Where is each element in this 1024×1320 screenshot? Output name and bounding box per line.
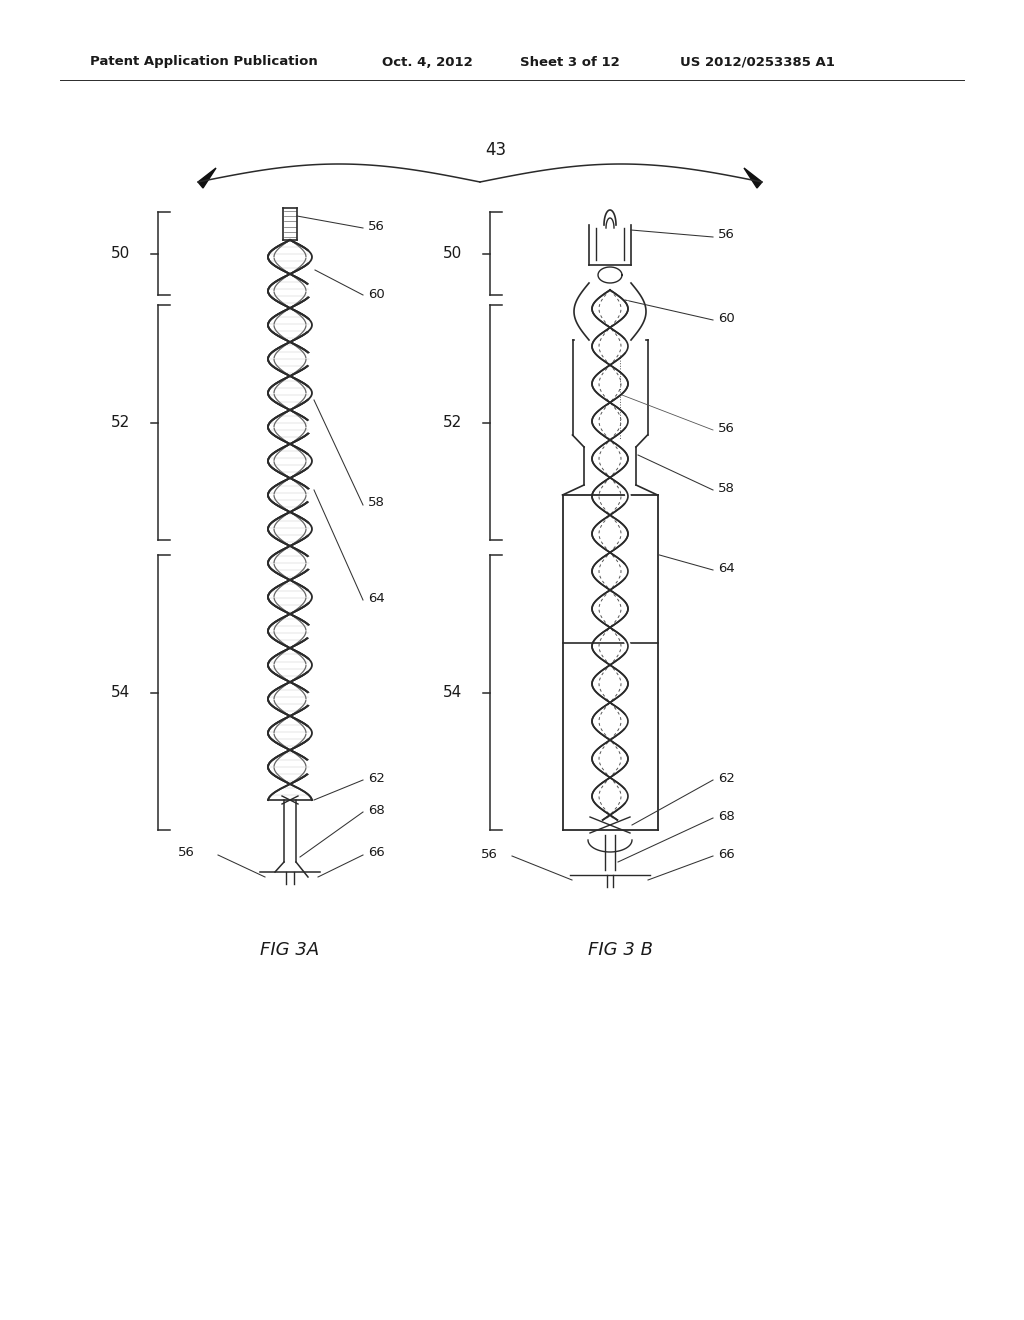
Text: 58: 58	[718, 482, 735, 495]
Text: 56: 56	[178, 846, 195, 859]
Text: 60: 60	[718, 312, 735, 325]
Text: 58: 58	[368, 496, 385, 510]
Text: Patent Application Publication: Patent Application Publication	[90, 55, 317, 69]
Text: FIG 3 B: FIG 3 B	[588, 941, 652, 960]
Text: 66: 66	[368, 846, 385, 859]
Text: Oct. 4, 2012: Oct. 4, 2012	[382, 55, 473, 69]
Text: 52: 52	[442, 414, 462, 430]
Text: 56: 56	[368, 219, 385, 232]
Text: 50: 50	[442, 246, 462, 261]
Text: FIG 3A: FIG 3A	[260, 941, 319, 960]
Text: 62: 62	[368, 771, 385, 784]
Text: 54: 54	[442, 685, 462, 700]
Text: 50: 50	[111, 246, 130, 261]
Text: 64: 64	[368, 591, 385, 605]
Text: 66: 66	[718, 847, 735, 861]
Text: 68: 68	[718, 809, 735, 822]
Text: 64: 64	[718, 561, 735, 574]
Text: Sheet 3 of 12: Sheet 3 of 12	[520, 55, 620, 69]
Text: 68: 68	[368, 804, 385, 817]
Text: 52: 52	[111, 414, 130, 430]
Text: 56: 56	[718, 228, 735, 242]
Text: 56: 56	[481, 847, 498, 861]
Text: 54: 54	[111, 685, 130, 700]
Text: 60: 60	[368, 288, 385, 301]
Text: 62: 62	[718, 771, 735, 784]
Text: US 2012/0253385 A1: US 2012/0253385 A1	[680, 55, 835, 69]
Polygon shape	[744, 168, 762, 187]
Text: 43: 43	[485, 141, 506, 158]
Polygon shape	[198, 168, 216, 187]
Text: 56: 56	[718, 421, 735, 434]
